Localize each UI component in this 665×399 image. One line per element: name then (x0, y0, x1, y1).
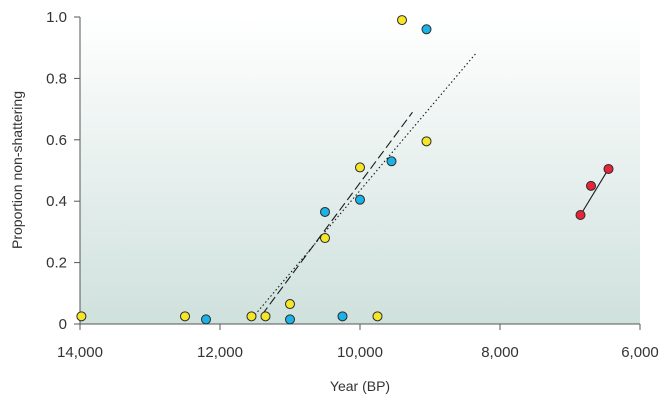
data-point (337, 311, 348, 322)
y-tick-label: 0.8 (46, 70, 67, 87)
y-axis-title: Proportion non-shattering (9, 91, 25, 249)
data-point (180, 311, 190, 322)
data-point (285, 299, 295, 310)
x-tick-label: 12,000 (197, 344, 243, 361)
data-point (372, 311, 383, 322)
trend-line-dotted (254, 53, 476, 316)
y-tick-label: 0.2 (46, 255, 67, 272)
x-tick-label: 14,000 (57, 344, 103, 361)
data-point (76, 311, 87, 322)
trend-line-dashed (261, 111, 413, 316)
data-point (246, 311, 257, 322)
trend-lines (254, 53, 609, 316)
data-point (355, 194, 365, 205)
data-point (586, 180, 596, 191)
trend-line-solid (580, 168, 609, 216)
data-point (603, 163, 614, 174)
data-point (201, 314, 211, 325)
data-point (575, 210, 586, 221)
data-point (320, 206, 330, 217)
y-tick-label: 1.0 (46, 9, 67, 26)
x-tick-label: 6,000 (621, 344, 659, 361)
x-tick-label: 10,000 (337, 344, 383, 361)
data-point (355, 162, 365, 173)
x-axis-title: Year (BP) (330, 378, 390, 394)
data-point (397, 15, 407, 26)
data-point (421, 136, 432, 147)
data-points (76, 15, 614, 325)
data-point (386, 156, 397, 167)
data-point (320, 233, 330, 244)
data-point (421, 24, 432, 35)
data-point (260, 311, 271, 322)
y-tick-label: 0 (59, 316, 67, 333)
y-tick-label: 0.4 (46, 193, 67, 210)
y-tick-label: 0.6 (46, 132, 67, 149)
ticks: 14,000 12,000 10,000 8,000 6,000 0 0.2 0.4 0.6 0.… (46, 9, 659, 361)
data-point (285, 314, 295, 325)
x-tick-label: 8,000 (481, 344, 519, 361)
